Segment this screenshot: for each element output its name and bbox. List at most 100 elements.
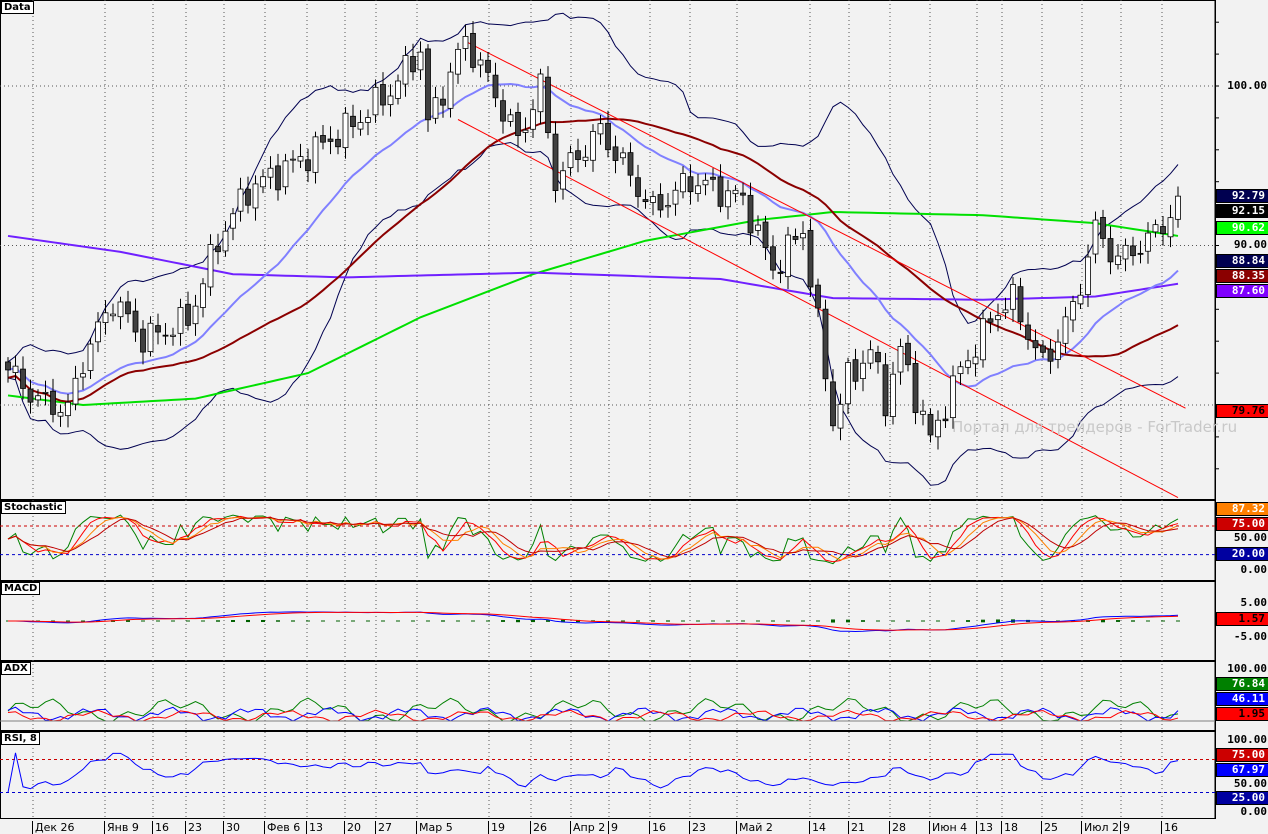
stochastic-line	[7, 515, 1179, 563]
candle	[680, 173, 686, 193]
candle	[20, 368, 26, 389]
price-tag: 79.76	[1216, 404, 1268, 418]
candle	[35, 395, 41, 401]
candle	[1122, 244, 1129, 260]
candle	[1062, 316, 1069, 344]
candle	[215, 246, 221, 253]
candle	[267, 167, 274, 178]
price-tag: 92.15	[1216, 204, 1268, 218]
candle	[927, 413, 934, 436]
candle	[1145, 232, 1151, 252]
candle	[230, 213, 236, 229]
candle	[687, 176, 694, 193]
candle	[605, 122, 611, 151]
x-tick-label: Мар 5	[416, 821, 453, 834]
panel-title-stochastic: Stochastic	[1, 501, 66, 514]
candle	[747, 194, 754, 234]
panel-frame	[0, 0, 1216, 500]
candle	[740, 192, 746, 196]
panel-title-adx: ADX	[1, 662, 31, 675]
candle	[185, 303, 191, 326]
candle	[972, 356, 979, 365]
candle	[312, 136, 319, 173]
candle	[12, 365, 19, 373]
x-tick-label: 27	[375, 821, 392, 834]
candle	[650, 196, 656, 203]
x-tick-label: 30	[223, 821, 240, 834]
candle	[1152, 224, 1159, 233]
x-tick-label: 21	[848, 821, 865, 834]
candle	[1167, 217, 1174, 238]
candle	[380, 84, 386, 106]
macd-line	[7, 611, 1179, 632]
x-tick-label: 16	[649, 821, 666, 834]
candle	[837, 403, 844, 429]
candle	[710, 176, 716, 180]
candle	[335, 138, 341, 148]
candle	[42, 391, 49, 394]
candle	[950, 375, 956, 419]
candle	[897, 346, 904, 373]
candle	[350, 115, 356, 127]
candle	[590, 131, 596, 161]
candle	[627, 152, 634, 176]
x-tick-label: 14	[809, 821, 826, 834]
candle	[125, 301, 131, 315]
adx-tag: 1.95	[1216, 707, 1268, 721]
ma-purple-line	[7, 234, 1179, 301]
candle	[470, 32, 476, 68]
stochastic-line	[7, 516, 1179, 558]
candle	[620, 152, 626, 159]
y-tick-label: 100.00	[1227, 733, 1267, 746]
candle	[875, 351, 881, 363]
candle	[575, 150, 581, 160]
candle	[1010, 284, 1016, 310]
candle	[57, 412, 64, 417]
candle	[110, 313, 116, 317]
price-tag: 88.84	[1216, 254, 1268, 268]
candle	[5, 361, 11, 371]
adx-tag: 76.84	[1216, 677, 1268, 691]
macd-signal-line	[7, 611, 1179, 631]
x-tick-label: Июл 2	[1081, 821, 1119, 834]
candle	[582, 156, 589, 161]
candle	[1017, 286, 1024, 323]
candle	[1040, 345, 1046, 353]
y-tick-label: 90.00	[1233, 238, 1267, 251]
candle	[860, 362, 866, 379]
candle	[552, 133, 559, 191]
y-tick-label: 5.00	[1240, 596, 1268, 609]
candle	[1130, 245, 1136, 257]
candle	[1107, 238, 1114, 263]
candle	[342, 112, 349, 148]
candle	[432, 97, 439, 119]
x-tick-label: 28	[889, 821, 906, 834]
candle	[800, 233, 806, 239]
candle	[815, 284, 821, 309]
candle	[485, 59, 491, 73]
candle	[912, 363, 919, 414]
candle	[1032, 340, 1039, 349]
candle	[1085, 256, 1091, 295]
candle	[995, 315, 1001, 321]
candle	[50, 390, 56, 415]
candle	[1077, 294, 1084, 305]
candle	[905, 342, 911, 366]
candle	[275, 165, 281, 191]
candle	[357, 122, 364, 130]
x-tick-label: Апр 2	[570, 821, 605, 834]
candle	[1092, 219, 1099, 255]
candle	[830, 381, 836, 427]
candle	[755, 224, 761, 231]
x-tick-label: 23	[185, 821, 202, 834]
candle	[95, 321, 101, 343]
y-tick-label: 50.00	[1233, 531, 1267, 544]
candle	[657, 194, 664, 211]
candle	[665, 205, 671, 208]
candle	[672, 189, 679, 205]
candle	[1115, 255, 1121, 265]
candle	[290, 158, 296, 161]
candle	[725, 190, 731, 208]
candle	[717, 176, 724, 207]
watermark: Портал для трейдеров - ForTrader.ru	[952, 418, 1238, 436]
